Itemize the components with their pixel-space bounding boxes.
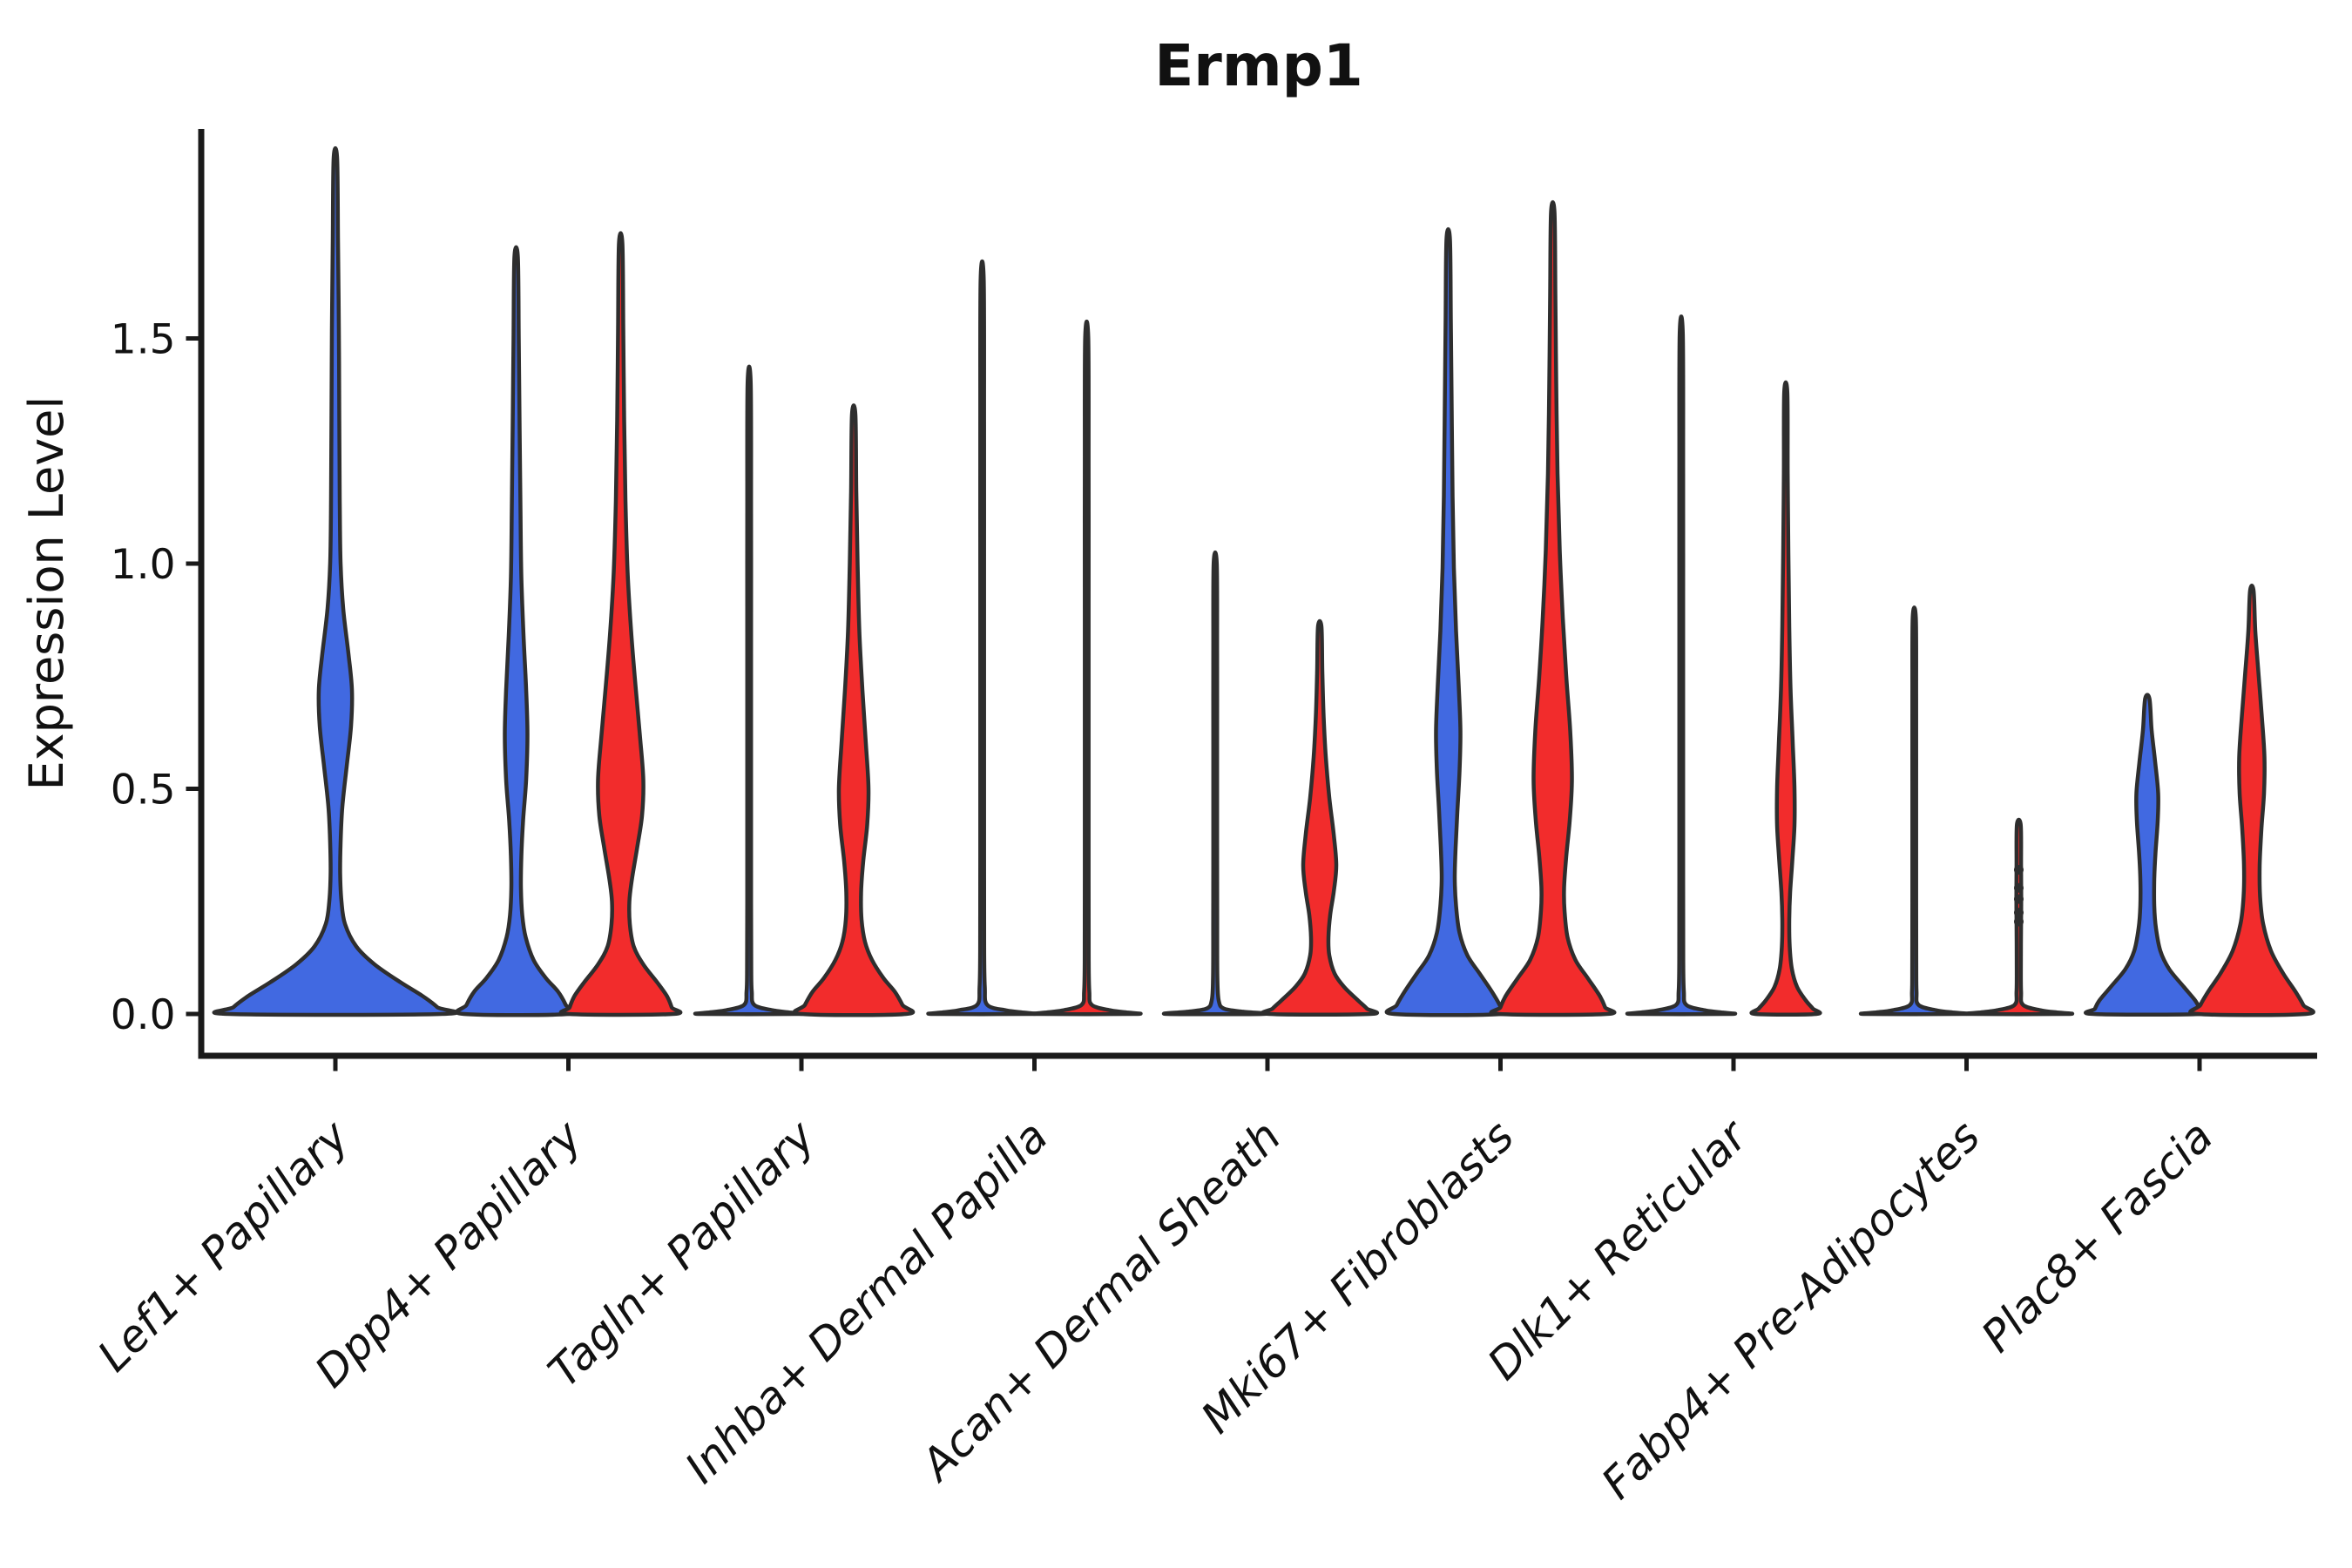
- violin-red: [1749, 380, 1822, 1017]
- chart-title: Ermp1: [1154, 32, 1363, 99]
- data-point: [2014, 916, 2024, 927]
- violin-blue: [1162, 550, 1268, 1017]
- y-axis-label: Expression Level: [19, 396, 74, 791]
- violin-blue: [212, 145, 459, 1017]
- y-tick-label: 0.5: [111, 767, 176, 814]
- data-point: [2014, 865, 2024, 875]
- violin-blue: [2084, 693, 2211, 1017]
- violin-blue: [693, 364, 806, 1017]
- violin-blue: [455, 245, 578, 1017]
- violin-blue: [1384, 226, 1512, 1017]
- violin-red: [1031, 319, 1143, 1017]
- violin-blue: [926, 259, 1038, 1017]
- violin-blue: [1625, 314, 1738, 1017]
- x-tick-label: Plac8+ Fascia: [1972, 1111, 2223, 1362]
- violin-red: [2188, 583, 2315, 1017]
- x-tick-label: Lef1+ Papillary: [88, 1110, 359, 1381]
- data-point: [2014, 882, 2024, 893]
- violin-red: [558, 231, 683, 1017]
- violin-blue: [1858, 605, 1970, 1017]
- violins-layer: [212, 145, 2315, 1017]
- violin-red: [792, 403, 916, 1017]
- data-point: [2014, 894, 2024, 904]
- y-tick-label: 1.0: [111, 541, 176, 589]
- data-point: [2014, 908, 2024, 918]
- y-tick-label: 1.5: [111, 316, 176, 364]
- violin-red: [1489, 199, 1617, 1017]
- y-tick-label: 0.0: [111, 991, 176, 1039]
- x-tick-label: Fabp4+ Pre-Adipocytes: [1592, 1111, 1990, 1509]
- violin-red: [1260, 618, 1379, 1017]
